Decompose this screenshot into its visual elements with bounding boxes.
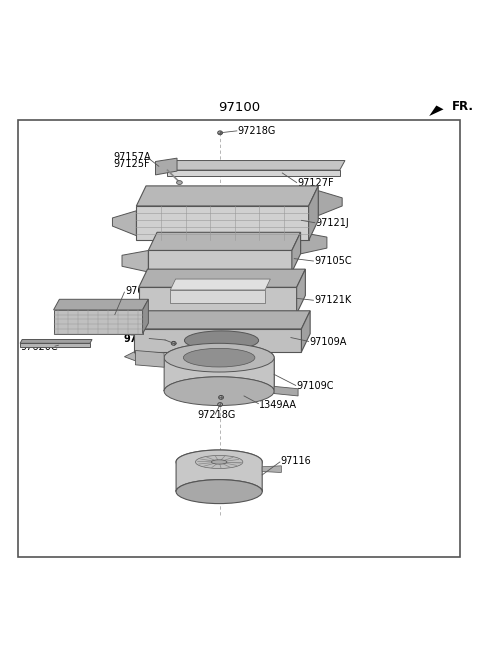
Polygon shape (135, 350, 164, 367)
Polygon shape (429, 106, 444, 116)
Ellipse shape (177, 180, 182, 184)
Text: 97632B: 97632B (125, 285, 163, 296)
Polygon shape (139, 287, 297, 314)
Ellipse shape (218, 403, 223, 407)
Polygon shape (170, 279, 270, 290)
Text: 97105C: 97105C (314, 256, 352, 266)
Polygon shape (136, 206, 309, 241)
Text: 97125F: 97125F (114, 159, 151, 169)
Ellipse shape (176, 480, 262, 504)
Polygon shape (148, 251, 292, 272)
Polygon shape (136, 186, 318, 206)
Text: 97121K: 97121K (314, 295, 351, 305)
Ellipse shape (211, 460, 227, 464)
Polygon shape (20, 340, 92, 343)
Polygon shape (168, 161, 345, 170)
Ellipse shape (164, 343, 274, 372)
Ellipse shape (219, 396, 224, 400)
Text: 97121J: 97121J (316, 218, 349, 228)
Polygon shape (168, 170, 340, 176)
Ellipse shape (184, 331, 259, 350)
Polygon shape (54, 299, 148, 310)
Text: 97109C: 97109C (297, 381, 334, 391)
Polygon shape (274, 386, 298, 396)
Ellipse shape (218, 131, 223, 134)
Polygon shape (54, 310, 143, 334)
Ellipse shape (176, 450, 262, 474)
Text: 97100: 97100 (218, 102, 260, 114)
Polygon shape (300, 232, 327, 254)
Polygon shape (122, 251, 148, 272)
Polygon shape (164, 343, 274, 391)
Polygon shape (124, 352, 144, 364)
Polygon shape (309, 186, 318, 241)
Text: 97157A: 97157A (114, 152, 152, 162)
Polygon shape (267, 358, 274, 391)
Polygon shape (112, 211, 136, 236)
Polygon shape (318, 191, 342, 216)
Polygon shape (148, 232, 300, 251)
Text: 97218G: 97218G (238, 126, 276, 136)
Text: 97127F: 97127F (298, 178, 334, 188)
Polygon shape (139, 269, 305, 287)
Polygon shape (170, 290, 265, 303)
Ellipse shape (171, 341, 176, 345)
Text: 1349AA: 1349AA (259, 400, 297, 409)
Polygon shape (164, 358, 171, 391)
Polygon shape (262, 466, 281, 472)
Polygon shape (297, 269, 305, 314)
Text: 97218G: 97218G (123, 333, 165, 344)
Ellipse shape (164, 377, 274, 405)
Ellipse shape (183, 348, 255, 367)
Polygon shape (134, 329, 301, 352)
Polygon shape (143, 299, 148, 334)
Polygon shape (134, 311, 310, 329)
Polygon shape (301, 311, 310, 352)
Ellipse shape (195, 455, 243, 468)
Polygon shape (156, 158, 177, 175)
Text: 97620C: 97620C (20, 342, 58, 352)
Text: 97109A: 97109A (310, 337, 347, 347)
Text: 97218G: 97218G (198, 410, 236, 420)
Polygon shape (292, 232, 300, 272)
Text: 97116: 97116 (281, 456, 312, 466)
Polygon shape (20, 343, 90, 347)
Text: FR.: FR. (452, 100, 474, 113)
Polygon shape (176, 450, 262, 491)
